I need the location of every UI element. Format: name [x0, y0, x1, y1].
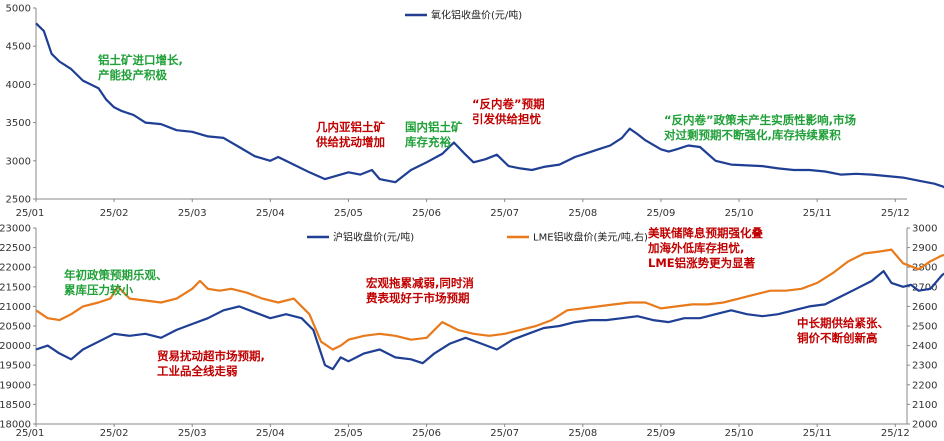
y-tick-label: 20500 — [0, 322, 31, 333]
x-tick-label: 25/05 — [334, 208, 363, 219]
annotation-text: 库存充裕 — [405, 135, 451, 149]
annotation-text: 贸易扰动超市场预期, — [157, 349, 265, 363]
y2-tick-label: 2300 — [912, 361, 937, 372]
y-tick-label: 23000 — [0, 224, 31, 235]
series-line — [35, 248, 944, 351]
x-tick-label: 25/07 — [490, 428, 519, 439]
annotation-text: 铜价不断创新高 — [796, 331, 878, 345]
annotation-text: 美联储降息预期强化叠 — [648, 226, 763, 240]
y2-tick-label: 2500 — [912, 322, 937, 333]
annotation-text: 对过剩预期不断强化,库存持续累积 — [664, 128, 841, 142]
alumina-price-chart: 2500 3000 3500 4000 4500 5000 25/01 25/02 25/03 2… — [6, 4, 944, 219]
y-tick-label: 21000 — [0, 302, 31, 313]
y-tick-label: 19000 — [0, 380, 31, 391]
aluminum-price-chart: 18000 18500 19000 19500 20000 20500 21000 21500… — [0, 224, 944, 439]
x-tick-label: 25/02 — [100, 208, 129, 219]
x-tick-label: 25/10 — [725, 428, 754, 439]
y-tick-label: 22000 — [0, 263, 31, 274]
y-tick-label: 4500 — [6, 42, 31, 53]
x-tick-label: 25/02 — [100, 428, 129, 439]
annotation-text: 累库压力较小 — [64, 283, 133, 297]
annotation-text: 供给扰动增加 — [315, 135, 385, 149]
x-tick-label: 25/04 — [256, 428, 285, 439]
x-tick-label: 25/09 — [647, 428, 676, 439]
annotation-text: 国内铝土矿 — [405, 120, 463, 134]
x-tick-label: 25/12 — [881, 428, 910, 439]
y2-tick-label: 2700 — [912, 282, 937, 293]
annotation-text: “反内卷”政策未产生实质性影响,市场 — [664, 113, 856, 127]
y2-tick-label: 2200 — [912, 380, 937, 391]
annotation-text: 费表现好于市场预期 — [366, 291, 470, 305]
x-tick-label: 25/06 — [412, 208, 441, 219]
y-tick-label: 3500 — [6, 118, 31, 129]
y-tick-label: 20000 — [0, 341, 31, 352]
annotation-text: 加海外低库存担忧, — [647, 241, 744, 255]
y-tick-label: 18000 — [0, 420, 31, 431]
y2-tick-label: 2400 — [912, 341, 937, 352]
x-tick-label: 25/06 — [412, 428, 441, 439]
y-tick-label: 19500 — [0, 361, 31, 372]
x-tick-label: 25/03 — [178, 428, 207, 439]
y-tick-label: 18500 — [0, 400, 31, 411]
y2-tick-label: 3000 — [912, 224, 937, 235]
x-tick-label: 25/11 — [803, 428, 832, 439]
y-tick-label: 22500 — [0, 243, 31, 254]
y-tick-label: 4000 — [6, 80, 31, 91]
x-tick-label: 25/03 — [178, 208, 207, 219]
x-tick-label: 25/12 — [881, 208, 910, 219]
series-line — [35, 22, 944, 189]
y2-tick-label: 2100 — [912, 400, 937, 411]
x-tick-label: 25/10 — [725, 208, 754, 219]
y2-tick-label: 2900 — [912, 243, 937, 254]
x-tick-label: 25/05 — [334, 428, 363, 439]
y-tick-label: 21500 — [0, 282, 31, 293]
x-tick-label: 25/07 — [490, 208, 519, 219]
y-tick-label: 5000 — [6, 4, 31, 15]
y-tick-label: 3000 — [6, 156, 31, 167]
annotation-text: “反内卷”预期 — [472, 97, 545, 111]
legend-label: 氧化铝收盘价(元/吨) — [431, 9, 522, 22]
annotation-text: 年初政策预期乐观、 — [64, 268, 168, 282]
x-tick-label: 25/08 — [568, 428, 597, 439]
annotation-text: 铝土矿进口增长, — [98, 53, 183, 67]
y2-tick-label: 2600 — [912, 302, 937, 313]
x-tick-label: 25/11 — [803, 208, 832, 219]
x-tick-label: 25/01 — [16, 428, 45, 439]
annotation-text: 宏观拖累减弱,同时消 — [366, 276, 474, 290]
x-tick-label: 25/01 — [16, 208, 45, 219]
x-tick-label: 25/04 — [256, 208, 285, 219]
annotation-text: 引发供给担忧 — [472, 112, 541, 126]
x-tick-label: 25/08 — [568, 208, 597, 219]
y-tick-label: 2500 — [6, 195, 31, 206]
annotation-text: 产能投产积极 — [98, 68, 167, 82]
annotation-text: 中长期供给紧张、 — [797, 316, 889, 330]
annotation-text: 工业品全线走弱 — [157, 364, 238, 378]
annotation-text: LME铝涨势更为显著 — [648, 256, 756, 270]
legend-label: 沪铝收盘价(元/吨) — [333, 231, 414, 244]
x-tick-label: 25/09 — [647, 208, 676, 219]
y2-tick-label: 2800 — [912, 263, 937, 274]
series-line — [35, 270, 944, 371]
y2-tick-label: 2000 — [912, 420, 937, 431]
legend-label: LME铝收盘价(美元/吨,右) — [533, 231, 648, 244]
annotation-text: 几内亚铝土矿 — [316, 120, 385, 134]
